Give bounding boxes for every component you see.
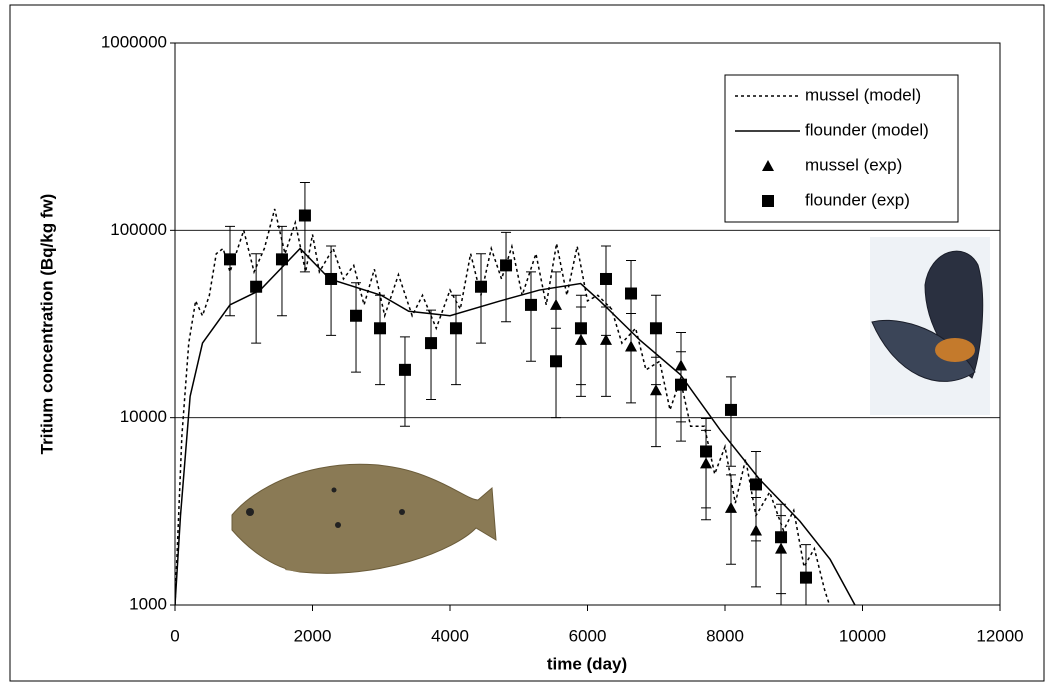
- error-bar: [276, 225, 287, 317]
- error-bar: [375, 294, 386, 386]
- error-bar: [426, 309, 437, 401]
- error-bar: [251, 253, 262, 344]
- error-bar: [751, 450, 762, 542]
- y-axis-label: Tritium concentration (Bq/kg fw): [37, 194, 56, 455]
- triangle-marker: [724, 501, 737, 513]
- error-bar: [575, 294, 586, 386]
- square-marker: [398, 363, 411, 376]
- x-tick-label: 8000: [706, 626, 744, 645]
- error-bar: [650, 294, 661, 386]
- square-marker: [750, 478, 763, 491]
- model-line: [175, 247, 856, 605]
- square-marker: [762, 195, 774, 207]
- x-tick-label: 2000: [294, 626, 332, 645]
- square-marker: [449, 322, 462, 335]
- legend-label: mussel (exp): [805, 155, 902, 174]
- legend: mussel (model) flounder (model) mussel (ex…: [724, 74, 959, 223]
- square-marker: [325, 272, 338, 285]
- triangle-marker: [550, 298, 563, 310]
- square-marker: [724, 403, 737, 416]
- triangle-marker: [599, 333, 612, 345]
- square-marker: [275, 253, 288, 266]
- square-marker: [700, 445, 713, 458]
- square-marker: [250, 280, 263, 293]
- error-bar: [351, 282, 362, 373]
- error-bar: [326, 245, 337, 336]
- triangle-marker: [762, 160, 774, 171]
- square-marker: [799, 571, 812, 584]
- error-bar: [525, 271, 536, 362]
- y-tick-label: 1000000: [101, 32, 167, 51]
- square-marker: [675, 378, 687, 391]
- error-bar: [399, 336, 410, 427]
- legend-label: flounder (model): [805, 120, 929, 139]
- x-tick-label: 10000: [839, 626, 886, 645]
- error-bar: [225, 225, 235, 317]
- square-marker: [550, 355, 563, 368]
- y-tick-label: 1000: [129, 594, 167, 613]
- error-bar: [676, 351, 686, 442]
- error-bar: [725, 376, 736, 467]
- square-marker: [775, 531, 788, 544]
- error-bar: [600, 245, 611, 336]
- square-marker: [574, 322, 587, 335]
- y-tick-label: 10000: [120, 407, 167, 426]
- square-marker: [475, 280, 488, 293]
- x-tick-label: 12000: [976, 626, 1023, 645]
- square-marker: [625, 287, 638, 300]
- legend-label: flounder (exp): [805, 190, 910, 209]
- error-bar: [501, 231, 512, 323]
- error-bar: [701, 417, 712, 509]
- error-bar: [299, 182, 310, 273]
- legend-label: mussel (model): [805, 85, 921, 104]
- x-tick-label: 6000: [569, 626, 607, 645]
- model-line: [175, 208, 831, 605]
- square-marker: [500, 259, 513, 272]
- square-marker: [425, 337, 438, 350]
- square-marker: [649, 322, 662, 335]
- error-bar: [450, 294, 461, 386]
- flounder-picture: [231, 463, 497, 574]
- square-marker: [374, 322, 387, 335]
- square-marker: [224, 253, 236, 266]
- error-bar: [776, 503, 787, 595]
- x-tick-label: 4000: [431, 626, 469, 645]
- error-bar: [551, 327, 562, 419]
- y-tick-label: 100000: [110, 220, 167, 239]
- error-bar: [626, 260, 637, 351]
- square-marker: [599, 272, 612, 285]
- x-tick-label: 0: [170, 626, 179, 645]
- frame: [9, 4, 1045, 682]
- square-marker: [350, 309, 363, 322]
- triangle-marker: [649, 384, 662, 396]
- square-marker: [298, 209, 311, 222]
- error-bar: [725, 474, 736, 565]
- mussel-picture: [870, 237, 990, 415]
- plot-layer: [175, 182, 856, 605]
- x-axis-label: time (day): [547, 654, 627, 673]
- error-bar: [476, 253, 487, 344]
- square-marker: [524, 298, 537, 311]
